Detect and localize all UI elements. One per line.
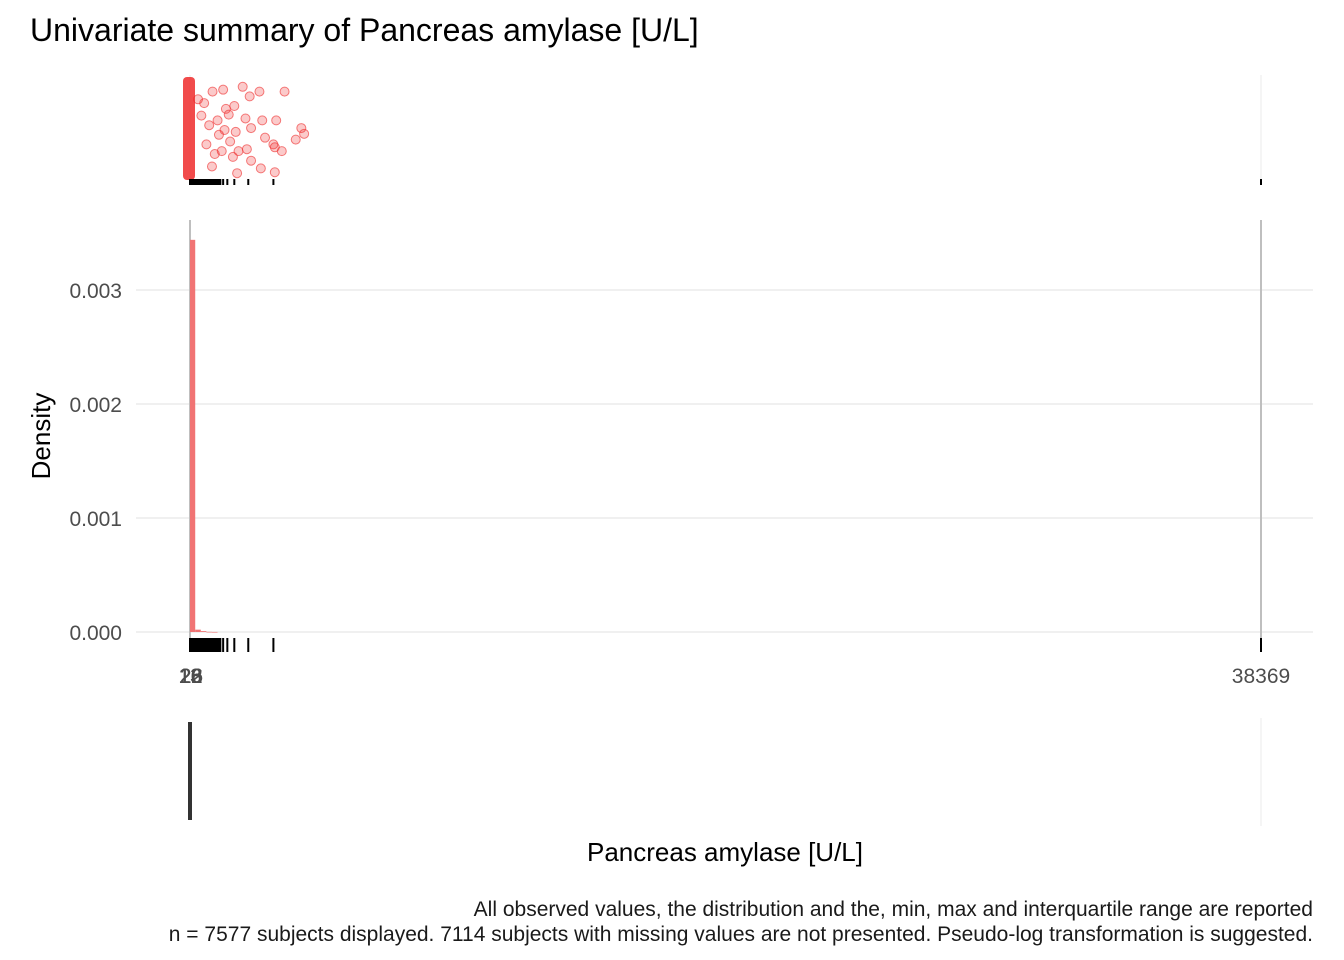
- boxplot-panel: [188, 718, 1262, 826]
- x-axis-title: Pancreas amylase [U/L]: [587, 837, 863, 867]
- scatter-point: [232, 168, 243, 179]
- scatter-point: [201, 139, 212, 150]
- scatter-point: [237, 81, 248, 92]
- caption-line-1: All observed values, the distribution an…: [474, 898, 1313, 921]
- scatter-point: [196, 110, 207, 121]
- scatter-point: [279, 86, 290, 97]
- scatter-point: [218, 84, 229, 95]
- scatter-point: [271, 115, 282, 126]
- scatter-point: [290, 134, 301, 145]
- scatter-point: [225, 136, 236, 147]
- x-tick-label: 26: [180, 665, 203, 688]
- scatter-point: [216, 146, 227, 157]
- x-tick-label: 16: [179, 665, 202, 688]
- scatter-dense-cluster: [183, 77, 195, 180]
- x-tick-label: 38369: [1232, 665, 1290, 688]
- scatter-point: [227, 151, 238, 162]
- boxplot-box: [188, 722, 192, 820]
- scatter-point: [204, 120, 215, 131]
- histogram-bar: [195, 629, 201, 632]
- scatter-point: [246, 155, 257, 166]
- scatter-point: [244, 91, 255, 102]
- x-tick-label: 22: [179, 665, 202, 688]
- scatter-point: [212, 115, 223, 126]
- scatter-point: [206, 161, 217, 172]
- histogram-bar: [200, 631, 207, 632]
- scatter-point: [257, 115, 268, 126]
- scatter-point: [296, 123, 307, 134]
- scatter-point: [268, 139, 279, 150]
- histogram-bar: [211, 631, 218, 633]
- histogram-bar: [190, 239, 196, 632]
- scatter-point: [229, 101, 240, 111]
- scatter-point: [207, 86, 218, 97]
- scatter-point: [230, 126, 241, 137]
- chart-title: Univariate summary of Pancreas amylase […: [30, 12, 699, 48]
- scatter-point: [223, 109, 234, 120]
- histogram-bar: [206, 631, 212, 633]
- scatter-point: [241, 144, 252, 155]
- caption-line-2: n = 7577 subjects displayed. 7114 subjec…: [169, 923, 1313, 946]
- y-tick-label: 0.000: [69, 622, 122, 645]
- y-tick-label: 0.003: [69, 280, 122, 303]
- scatter-point: [254, 86, 265, 97]
- y-axis-title: Density: [26, 393, 56, 480]
- scatter-point: [255, 163, 266, 174]
- scatter-point: [246, 123, 257, 134]
- scatter-point: [276, 146, 287, 157]
- scatter-point: [219, 125, 230, 135]
- y-tick-label: 0.001: [69, 508, 122, 531]
- scatter-point: [199, 98, 210, 109]
- scatter-panel: [183, 75, 1262, 185]
- scatter-point: [299, 128, 310, 139]
- scatter-point: [269, 167, 280, 178]
- scatter-point: [240, 113, 251, 124]
- y-tick-label: 0.002: [69, 394, 122, 417]
- x-tick-label: 13: [178, 665, 201, 688]
- scatter-point: [260, 132, 271, 143]
